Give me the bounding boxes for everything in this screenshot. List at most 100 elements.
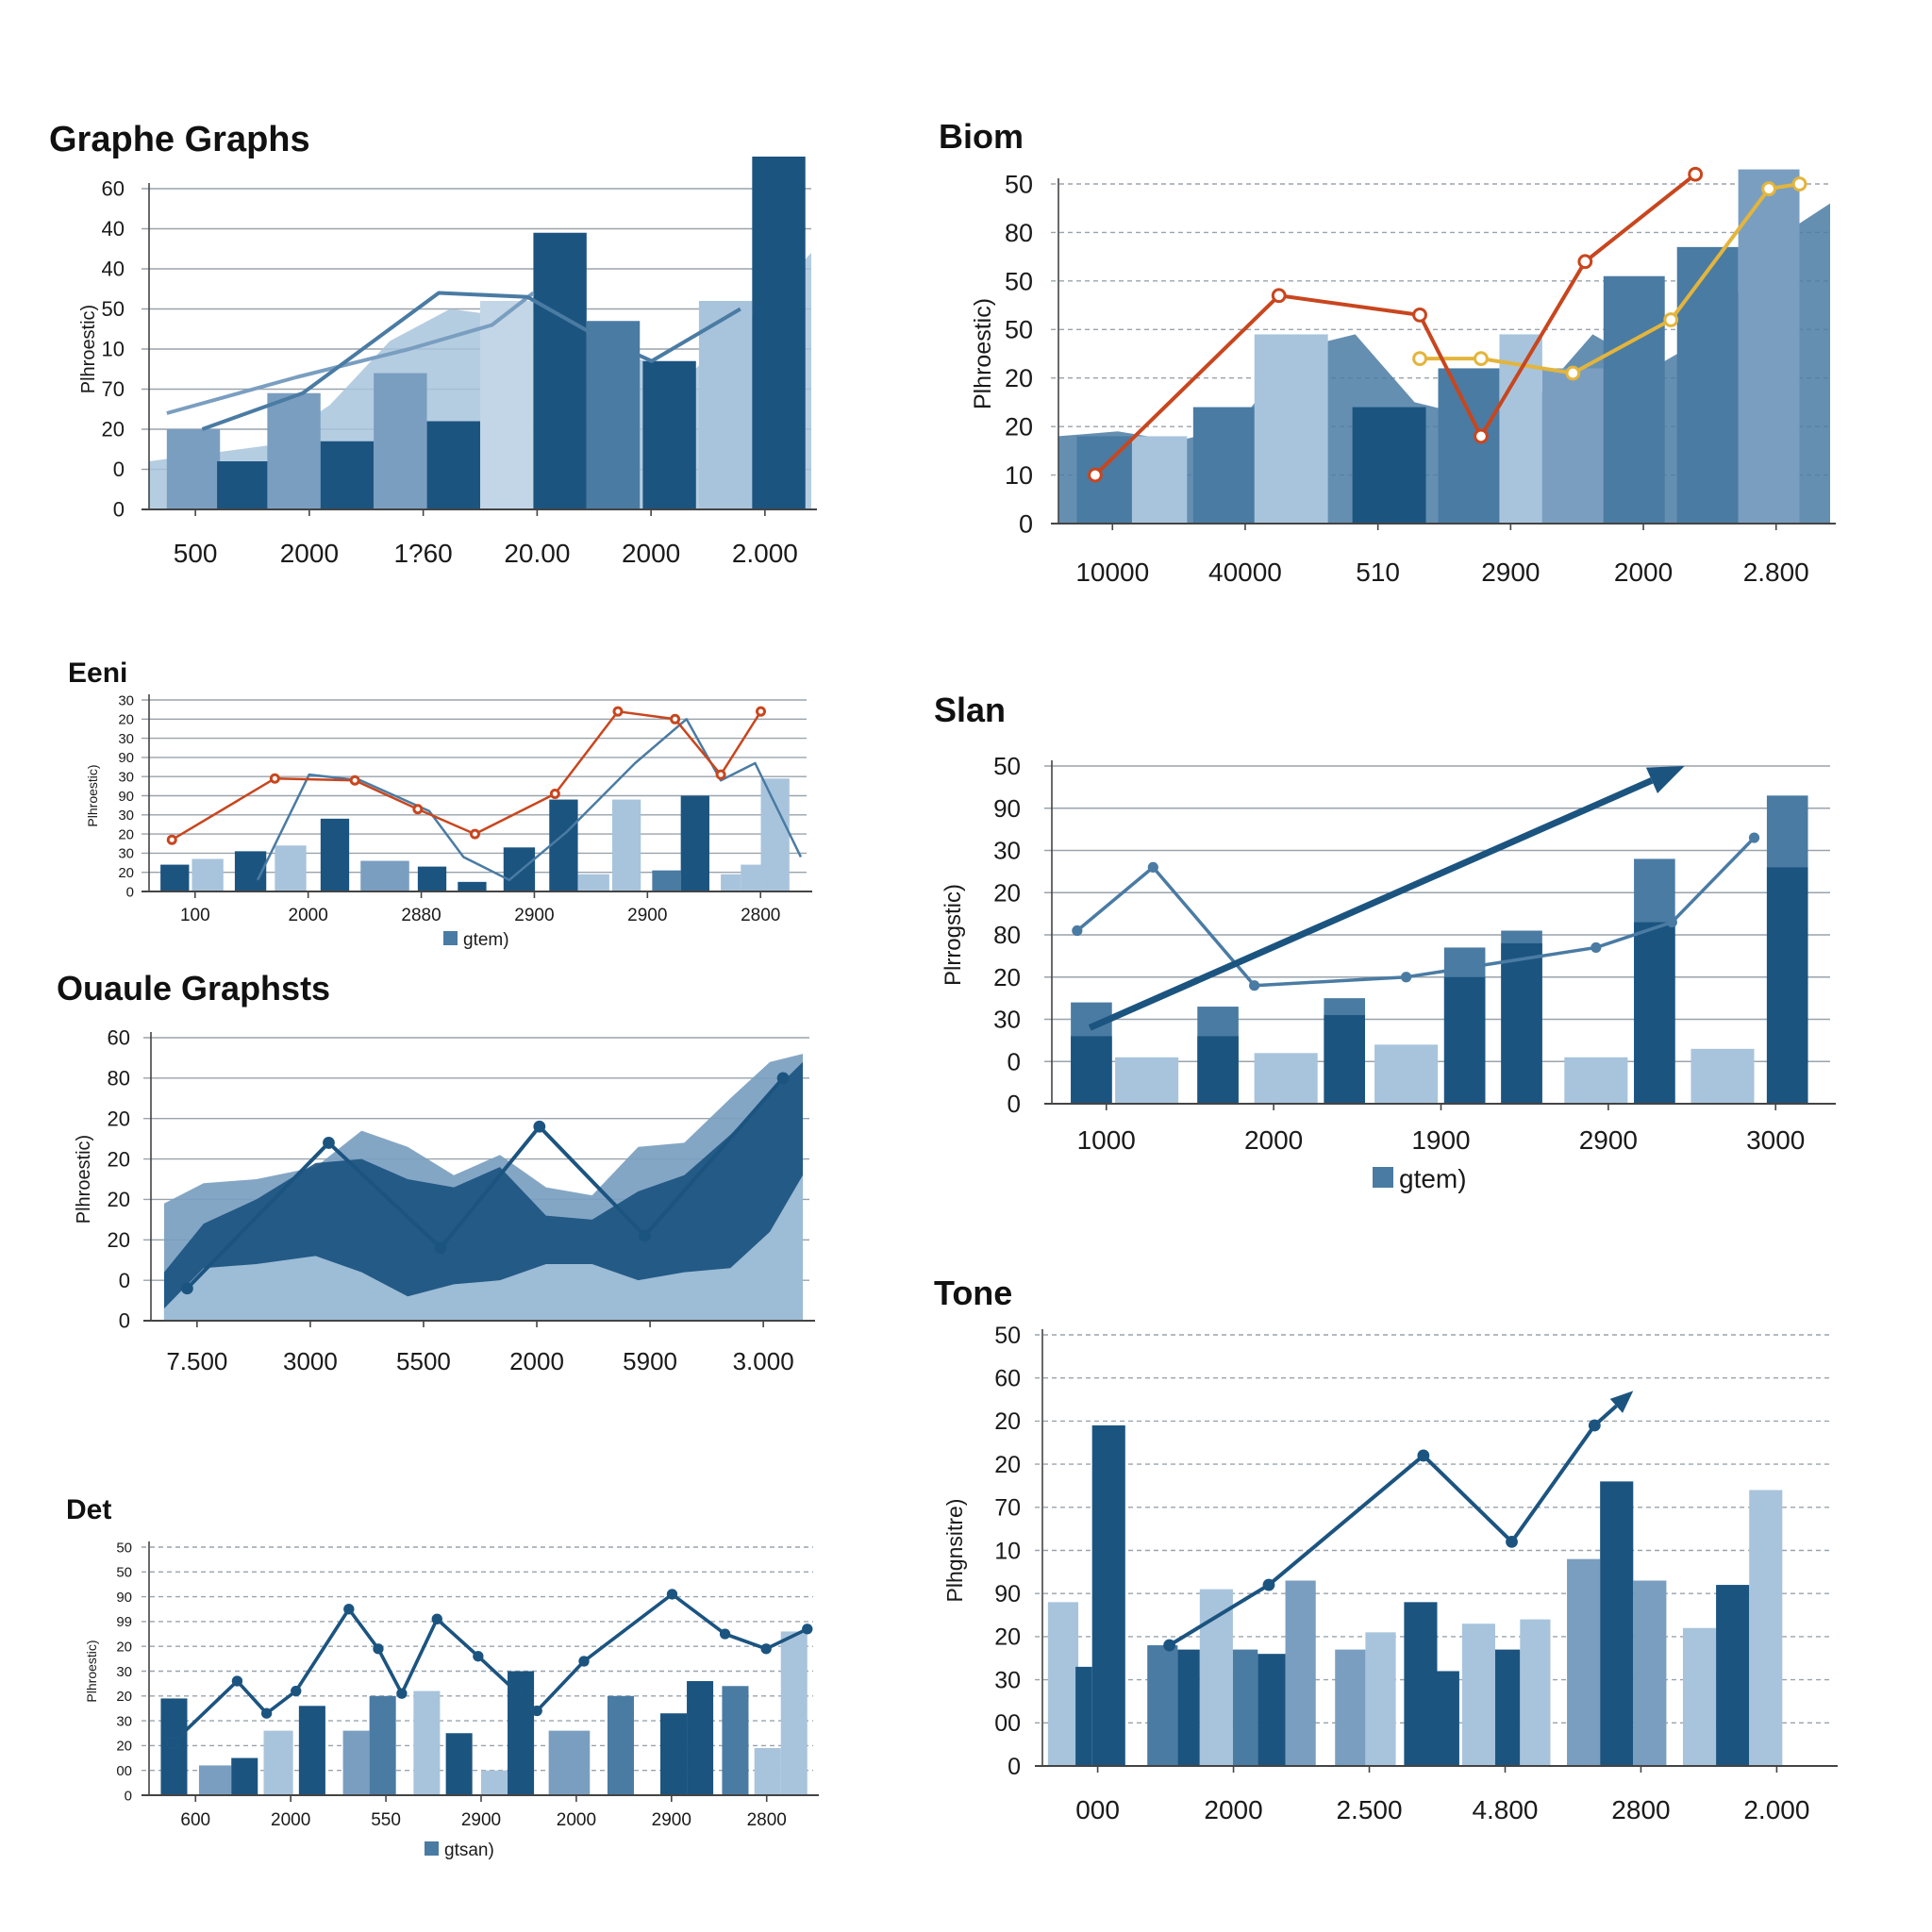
y-tick-label: 20 [1005, 364, 1033, 392]
x-tick-label: 2900 [461, 1810, 501, 1830]
line-point [670, 713, 681, 724]
y-tick-label: 0 [1008, 1047, 1021, 1075]
bar [754, 1748, 781, 1795]
line-point [802, 1624, 813, 1635]
line-point [1791, 176, 1807, 192]
line-point [1412, 351, 1427, 367]
bar [1257, 1654, 1286, 1766]
x-tick-label: 2900 [1481, 558, 1540, 587]
y-tick-label: 20 [118, 826, 134, 842]
line-point [396, 1688, 408, 1699]
chart-title: Slan [934, 691, 1006, 729]
legend-swatch [1373, 1167, 1393, 1188]
bar [577, 874, 609, 891]
y-tick-label: 80 [108, 1067, 130, 1091]
y-tick-label: 20 [1005, 413, 1033, 441]
bar [1254, 334, 1328, 524]
bar-segment [1634, 922, 1675, 1104]
line-point [1474, 428, 1489, 444]
x-tick-label: 2000 [622, 539, 680, 568]
y-tick-label: 30 [118, 808, 134, 824]
line-point [1565, 365, 1581, 381]
bar [652, 870, 681, 891]
x-tick-label: 2.000 [732, 539, 798, 568]
bar [320, 818, 350, 891]
bar [1494, 1649, 1521, 1766]
line-point [166, 834, 177, 845]
x-tick-label: 2900 [514, 906, 554, 925]
y-tick-label: 30 [993, 837, 1021, 865]
line-point [1663, 312, 1679, 327]
x-tick-label: 2800 [1611, 1795, 1670, 1824]
y-tick-label: 00 [994, 1710, 1021, 1737]
line-point [1412, 307, 1427, 323]
bar-segment [1071, 1036, 1112, 1104]
y-tick-label: 90 [993, 794, 1021, 823]
line-point [1506, 1535, 1518, 1548]
y-axis-label: Plhroestic) [74, 1135, 94, 1224]
x-tick-label: 000 [1075, 1795, 1120, 1824]
bar [741, 864, 761, 891]
chart-c4: Ouaule Graphsts60802020202000Plhroestic)… [57, 969, 815, 1375]
line-point [1088, 467, 1103, 483]
y-tick-label: 30 [116, 1713, 132, 1729]
legend-label: gtem) [463, 930, 509, 950]
y-tick-label: 50 [1005, 170, 1033, 198]
bar [642, 360, 696, 509]
line-point [473, 1651, 484, 1662]
y-tick-label: 0 [1008, 1090, 1021, 1118]
bar [1047, 1602, 1079, 1766]
line-point [756, 706, 767, 717]
y-tick-label: 30 [118, 769, 134, 785]
x-tick-label: 2000 [271, 1810, 310, 1830]
bar [198, 1765, 232, 1795]
bar-segment [1197, 1036, 1239, 1104]
line-point [1417, 1449, 1430, 1462]
line-point [291, 1685, 302, 1697]
line-series-1 [201, 291, 741, 431]
bar [549, 799, 578, 891]
line-point [578, 1656, 590, 1667]
bar [1365, 1632, 1396, 1766]
x-tick-label: 600 [180, 1810, 210, 1830]
line-point [1249, 980, 1260, 991]
x-tick-label: 2000 [280, 539, 339, 568]
bar [160, 864, 190, 891]
bar [660, 1713, 688, 1795]
y-tick-label: 20 [108, 1188, 130, 1211]
x-tick-label: 1?60 [393, 539, 452, 568]
x-tick-label: 2880 [401, 906, 441, 925]
y-tick-label: 20 [993, 878, 1021, 907]
y-tick-label: 60 [102, 177, 125, 201]
line-point [1688, 166, 1704, 182]
bar [374, 373, 427, 509]
bar [1520, 1619, 1551, 1766]
y-tick-label: 20 [116, 1739, 132, 1755]
chart-title: Tone [934, 1274, 1012, 1312]
line-point [373, 1643, 384, 1655]
legend-label: gtsan) [444, 1840, 494, 1860]
bar [267, 392, 321, 509]
line-point [1072, 924, 1083, 937]
x-tick-label: 10000 [1075, 558, 1149, 587]
bar [360, 860, 409, 891]
bar [298, 1706, 325, 1795]
bar [1676, 246, 1739, 524]
x-tick-label: 2.800 [1743, 558, 1809, 587]
y-tick-label: 40 [102, 258, 125, 281]
y-tick-label: 30 [118, 731, 134, 747]
y-tick-label: 50 [994, 1323, 1021, 1349]
bar [1749, 1490, 1783, 1766]
x-tick-label: 2000 [289, 906, 328, 925]
trend-arrow-shaft [1592, 1404, 1618, 1427]
bar [1352, 407, 1426, 524]
trend-arrow-shaft [1088, 777, 1654, 1031]
x-tick-label: 2000 [1204, 1795, 1262, 1824]
bar [722, 1686, 749, 1795]
bar [687, 1681, 714, 1795]
bar [533, 232, 587, 509]
x-tick-label: 2.500 [1336, 1795, 1402, 1824]
